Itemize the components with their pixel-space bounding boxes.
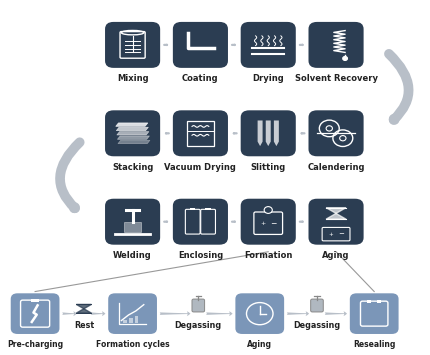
- FancyBboxPatch shape: [105, 199, 160, 245]
- Text: Formation cycles: Formation cycles: [96, 340, 169, 349]
- Circle shape: [264, 207, 272, 213]
- Text: Aging: Aging: [322, 251, 350, 260]
- Text: Welding: Welding: [113, 251, 152, 260]
- Text: Pre-charging: Pre-charging: [7, 340, 63, 349]
- Polygon shape: [326, 213, 346, 219]
- Text: Rest: Rest: [74, 321, 94, 329]
- Text: Enclosing: Enclosing: [178, 251, 223, 260]
- Bar: [135, 316, 138, 323]
- Polygon shape: [274, 120, 279, 146]
- Polygon shape: [118, 140, 150, 144]
- Text: Coating: Coating: [182, 74, 219, 83]
- FancyBboxPatch shape: [173, 22, 228, 68]
- FancyBboxPatch shape: [108, 293, 157, 334]
- Text: Drying: Drying: [252, 74, 284, 83]
- Text: Aging: Aging: [247, 340, 272, 349]
- Bar: [129, 318, 132, 323]
- FancyBboxPatch shape: [173, 199, 228, 245]
- Polygon shape: [266, 120, 271, 146]
- Text: Calendering: Calendering: [307, 163, 365, 172]
- Bar: [367, 300, 371, 303]
- Polygon shape: [117, 132, 149, 135]
- Bar: [187, 121, 214, 146]
- FancyBboxPatch shape: [350, 293, 399, 334]
- FancyBboxPatch shape: [192, 299, 205, 312]
- FancyBboxPatch shape: [11, 293, 59, 334]
- Text: Stacking: Stacking: [112, 163, 153, 172]
- Bar: [377, 300, 381, 303]
- Polygon shape: [77, 305, 91, 309]
- FancyBboxPatch shape: [105, 110, 160, 156]
- FancyBboxPatch shape: [241, 110, 296, 156]
- Text: Mixing: Mixing: [117, 74, 148, 83]
- FancyBboxPatch shape: [173, 110, 228, 156]
- Bar: [190, 208, 196, 211]
- FancyBboxPatch shape: [308, 199, 364, 245]
- Polygon shape: [117, 136, 150, 139]
- FancyBboxPatch shape: [235, 293, 284, 334]
- Text: +: +: [328, 232, 333, 237]
- Bar: [31, 300, 39, 302]
- Text: Formation: Formation: [244, 251, 292, 260]
- FancyBboxPatch shape: [105, 22, 160, 68]
- Text: Resealing: Resealing: [353, 340, 396, 349]
- Bar: [124, 222, 141, 232]
- FancyBboxPatch shape: [241, 199, 296, 245]
- Bar: [265, 211, 272, 213]
- FancyBboxPatch shape: [241, 22, 296, 68]
- Polygon shape: [116, 123, 148, 126]
- Circle shape: [343, 56, 347, 60]
- Bar: [123, 320, 127, 323]
- Text: −: −: [339, 231, 344, 237]
- Text: +: +: [260, 221, 265, 226]
- Text: Degassing: Degassing: [293, 321, 341, 331]
- Text: −: −: [270, 219, 277, 228]
- Text: Vacuum Drying: Vacuum Drying: [164, 163, 236, 172]
- FancyBboxPatch shape: [308, 110, 364, 156]
- Bar: [206, 208, 211, 211]
- Polygon shape: [258, 120, 263, 146]
- Polygon shape: [116, 127, 148, 131]
- Text: Slitting: Slitting: [251, 163, 286, 172]
- FancyBboxPatch shape: [311, 299, 323, 312]
- Polygon shape: [326, 208, 346, 213]
- Text: Solvent Recovery: Solvent Recovery: [295, 74, 378, 83]
- Text: Degassing: Degassing: [175, 321, 222, 331]
- Polygon shape: [77, 309, 91, 313]
- FancyBboxPatch shape: [308, 22, 364, 68]
